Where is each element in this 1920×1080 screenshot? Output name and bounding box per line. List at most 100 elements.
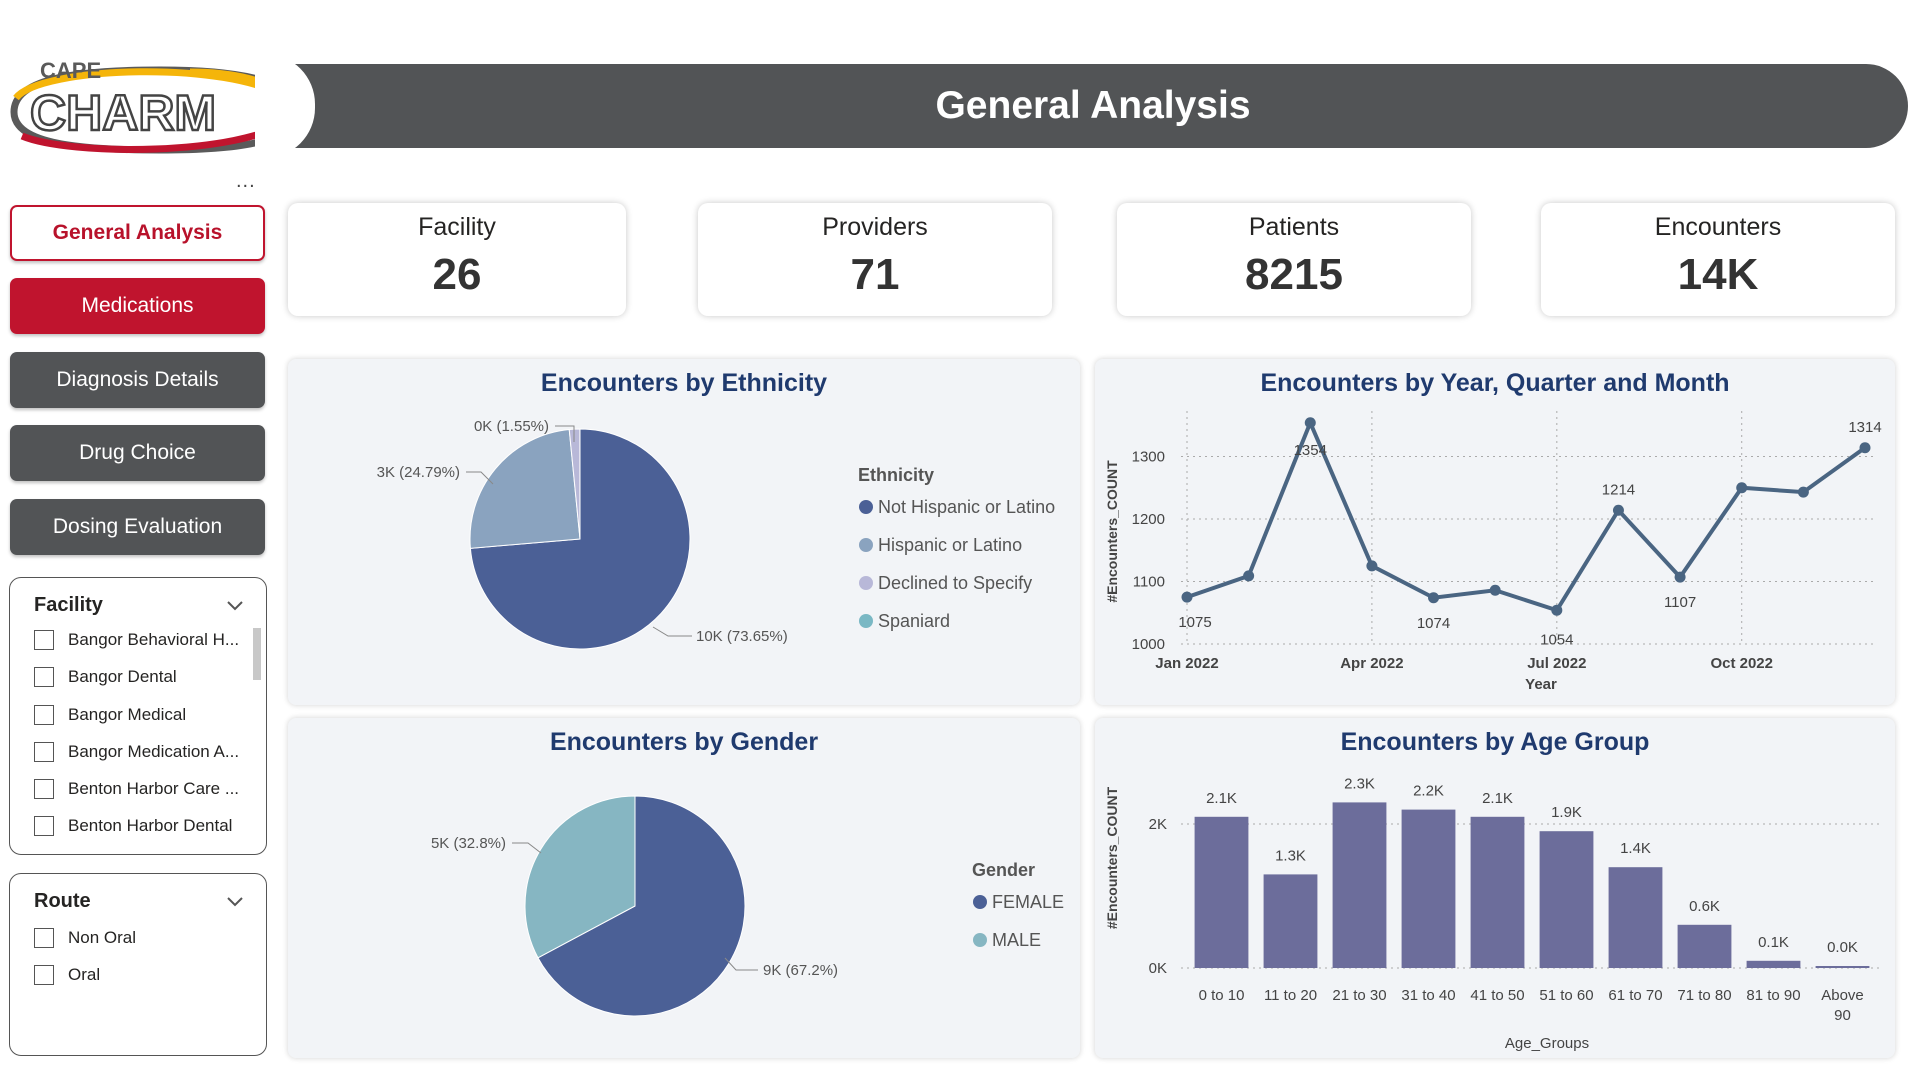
checkbox[interactable]: [34, 816, 54, 836]
bar: [1608, 867, 1663, 968]
leader-line: [724, 957, 758, 971]
chart-title: Encounters by Gender: [549, 728, 819, 756]
x-tick-label: Above: [1821, 987, 1864, 1004]
chart-title: Encounters by Age Group: [1340, 728, 1650, 756]
checkbox[interactable]: [34, 928, 54, 948]
kpi-card-providers: Providers 71: [698, 203, 1052, 316]
data-label: 0.0K: [1827, 939, 1858, 956]
pie-slice: [469, 428, 581, 549]
kpi-label: Patients: [1248, 213, 1340, 241]
age-group-chart-panel: Encounters by Age Group 0K 2K #Encounters_…: [1095, 718, 1895, 1058]
bar: [1263, 874, 1318, 968]
header-bar: [278, 64, 1908, 148]
nav-drug-choice-button[interactable]: Drug Choice: [10, 425, 265, 481]
route-option[interactable]: Non Oral: [34, 926, 136, 950]
data-point: [1243, 570, 1255, 582]
leader-line: [652, 626, 692, 637]
bar: [1401, 809, 1456, 968]
legend-marker: [859, 614, 873, 628]
data-label: 2.2K: [1413, 783, 1444, 800]
facility-option[interactable]: Bangor Medical: [34, 703, 186, 727]
facility-slicer-scrollbar[interactable]: [253, 628, 261, 680]
facility-option[interactable]: Benton Harbor Care ...: [34, 777, 239, 801]
x-tick-label: 11 to 20: [1264, 987, 1317, 1004]
checkbox[interactable]: [34, 779, 54, 799]
facility-option[interactable]: Benton Harbor Dental: [34, 814, 232, 838]
checkbox[interactable]: [34, 742, 54, 762]
facility-option-label: Benton Harbor Care ...: [68, 779, 240, 798]
kpi-card-patients: Patients 8215: [1117, 203, 1471, 316]
y-tick-label: 1100: [1133, 574, 1165, 591]
facility-option[interactable]: Bangor Dental: [34, 665, 177, 689]
route-option[interactable]: Oral: [34, 963, 100, 987]
x-tick-label: 51 to 60: [1539, 987, 1593, 1004]
legend-marker: [859, 538, 873, 552]
nav-general-analysis-button[interactable]: General Analysis: [10, 205, 265, 261]
data-point: [1366, 560, 1378, 572]
bar: [1677, 924, 1732, 968]
route-option-label: Non Oral: [68, 928, 137, 947]
slice-data-label: 9K (67.2%): [763, 962, 838, 979]
facility-option[interactable]: Bangor Medication A...: [34, 740, 239, 764]
leader-line: [555, 425, 575, 442]
facility-slicer: Facility Bangor Behavioral H... Bangor D…: [9, 577, 267, 855]
leader-line: [512, 842, 542, 854]
route-slicer: Route Non Oral Oral: [9, 873, 267, 1056]
legend-title: Gender: [972, 860, 1035, 880]
legend-title: Ethnicity: [858, 465, 934, 485]
x-tick-label: 21 to 30: [1332, 987, 1386, 1004]
y-axis-title: #Encounters_COUNT: [1104, 786, 1120, 929]
data-point: [1612, 504, 1624, 516]
kpi-label: Facility: [418, 213, 496, 241]
data-label: 1054: [1540, 631, 1573, 648]
kpi-value: 14K: [1677, 250, 1759, 299]
ethnicity-chart-panel: Encounters by Ethnicity 10K (73.65%) 3K (…: [288, 359, 1080, 705]
data-label: 1107: [1664, 594, 1696, 611]
x-tick-label: Jan 2022: [1155, 655, 1218, 672]
nav-dosing-evaluation-button[interactable]: Dosing Evaluation: [10, 499, 265, 555]
bar: [1815, 966, 1870, 968]
legend-marker: [973, 933, 987, 947]
slice-data-label: 10K (73.65%): [696, 628, 788, 645]
checkbox[interactable]: [34, 630, 54, 650]
kpi-value: 26: [432, 250, 482, 299]
chevron-down-icon[interactable]: [224, 890, 246, 912]
data-label: 1354: [1294, 442, 1327, 459]
data-label: 1314: [1848, 419, 1881, 436]
slice-data-label: 0K (1.55%): [474, 418, 549, 435]
data-point: [1181, 591, 1193, 603]
more-options-icon[interactable]: ...: [236, 170, 256, 192]
nav-diagnosis-details-button[interactable]: Diagnosis Details: [10, 352, 265, 408]
x-tick-label: Jul 2022: [1527, 655, 1586, 672]
slice-data-label: 5K (32.8%): [431, 835, 506, 852]
kpi-card-encounters: Encounters 14K: [1541, 203, 1895, 316]
legend-marker: [973, 895, 987, 909]
data-label: 0.6K: [1689, 898, 1720, 915]
bar: [1746, 960, 1801, 968]
slice-data-label: 3K (24.79%): [377, 464, 460, 481]
chevron-down-icon[interactable]: [224, 594, 246, 616]
data-point: [1674, 571, 1686, 583]
kpi-value: 8215: [1245, 250, 1343, 299]
x-tick-label: 71 to 80: [1677, 987, 1731, 1004]
y-axis-title: #Encounters_COUNT: [1104, 460, 1120, 603]
leader-line: [466, 471, 494, 485]
age-group-bar-chart: 0K 2K #Encounters_COUNT 2.1K 0 to 10 1.3K 11 t…: [1104, 775, 1883, 1052]
x-tick-label: 90: [1834, 1007, 1851, 1024]
facility-option-label: Bangor Medical: [68, 705, 187, 724]
x-tick-label: Apr 2022: [1340, 655, 1403, 672]
x-tick-label: Oct 2022: [1710, 655, 1773, 672]
legend-item: Hispanic or Latino: [878, 535, 1022, 555]
checkbox[interactable]: [34, 667, 54, 687]
cape-charm-logo: CAPE CHARM: [10, 58, 300, 154]
y-tick-label: 1300: [1132, 449, 1165, 466]
legend-item: FEMALE: [992, 892, 1064, 912]
nav-medications-button[interactable]: Medications: [10, 278, 265, 334]
legend-marker: [859, 500, 873, 514]
bar: [1470, 816, 1525, 968]
checkbox[interactable]: [34, 705, 54, 725]
checkbox[interactable]: [34, 965, 54, 985]
facility-option[interactable]: Bangor Behavioral H...: [34, 628, 239, 652]
chart-title: Encounters by Year, Quarter and Month: [1260, 369, 1730, 397]
legend-item: Declined to Specify: [878, 573, 1032, 593]
